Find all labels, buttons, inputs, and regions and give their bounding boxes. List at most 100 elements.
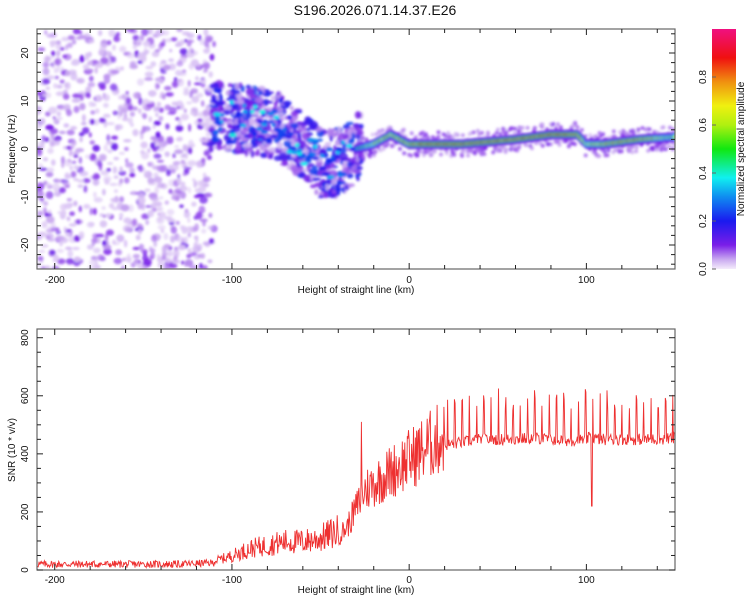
spectrogram-cell — [67, 35, 75, 41]
spectrogram-cell — [140, 249, 148, 253]
spectrogram-cell — [37, 182, 45, 190]
spectrogram-cell — [180, 260, 185, 265]
spectrogram-cell — [40, 118, 46, 125]
spectrogram-cell — [195, 238, 199, 243]
spectrogram-cell — [156, 101, 162, 107]
spectrogram-cell — [180, 186, 188, 192]
snr-x-label: Height of straight line (km) — [298, 585, 415, 596]
spectrogram-cell — [243, 142, 252, 149]
spectrogram-cell — [441, 132, 446, 137]
spectrogram-cell — [492, 145, 497, 150]
spectrogram-cell — [141, 29, 149, 36]
spectrogram-cell — [402, 151, 407, 156]
spectrogram-cell — [114, 124, 120, 131]
spectrogram-cell — [503, 147, 507, 152]
spectrogram-cell — [102, 240, 107, 247]
spectrogram-cell — [89, 118, 95, 125]
spectrogram-cell — [78, 205, 83, 213]
y-tick-label: 800 — [20, 329, 31, 346]
spectrogram-cell — [163, 243, 171, 249]
spectrogram-cell — [174, 79, 182, 82]
colorbar: 0.0 0.2 0.4 0.6 0.8 Normalized spectral ampl… — [698, 29, 747, 276]
spectrogram-cell — [659, 145, 664, 150]
spectrogram-cell — [132, 253, 140, 259]
spectrogram-cell — [154, 186, 159, 195]
spectrogram-cell — [260, 130, 268, 134]
spectrogram-cell — [199, 218, 208, 223]
spectrogram-cell — [592, 134, 597, 139]
spectrogram-cell — [655, 144, 660, 149]
snr-series-line — [37, 388, 675, 569]
spectrogram-cell — [51, 159, 56, 166]
spectrogram-cell — [43, 56, 51, 63]
spectrogram-cell — [364, 137, 369, 142]
spectrogram-cell — [135, 234, 141, 241]
spectrogram-cell — [180, 113, 189, 121]
spectrogram-cell — [193, 82, 202, 86]
spectrogram-cell — [558, 126, 563, 130]
spectrogram-cell — [154, 82, 160, 90]
spectrogram-cell — [278, 152, 288, 160]
x-tick-label: -200 — [45, 575, 65, 586]
spectrogram-cell — [234, 103, 240, 111]
spectrogram-cell — [498, 148, 503, 153]
spectrogram-cell — [206, 36, 212, 43]
spectrogram-cell — [194, 223, 200, 232]
spectrogram-cell — [283, 100, 292, 107]
spectrogram-cell — [357, 152, 362, 157]
spectrogram-cell — [213, 84, 216, 88]
spectrogram-cell — [161, 246, 165, 253]
spectrogram-cell — [65, 232, 70, 237]
spectrogram-cell — [264, 89, 270, 93]
spectrogram-cell — [119, 178, 124, 184]
spectrogram-cell — [193, 180, 197, 188]
spectrogram-cell — [172, 153, 177, 159]
spectrogram-cell — [321, 147, 326, 155]
spectrogram-cell — [263, 92, 272, 97]
spectrogram-cell — [186, 101, 193, 105]
spectrogram-cell — [250, 109, 255, 114]
spectrogram-cell — [199, 262, 203, 269]
spectrogram-cell — [573, 120, 578, 125]
spectrogram-cell — [84, 92, 91, 98]
spectrogram-cell — [180, 191, 186, 200]
spectrogram-cell — [174, 145, 180, 149]
spectrogram-cell — [126, 52, 136, 59]
spectrogram-cell — [184, 152, 188, 160]
spectrogram-cell — [345, 184, 349, 190]
spectrogram-cell — [285, 135, 293, 140]
spectrogram-cell — [634, 149, 639, 154]
spectrogram-cell — [218, 126, 223, 131]
spectrogram-cell — [491, 150, 496, 155]
spectrogram-cell — [667, 144, 672, 149]
spectrogram-cell — [151, 51, 160, 58]
spectrogram-cell — [170, 37, 178, 42]
spectrogram-cell — [132, 106, 138, 111]
spectrogram-cell — [37, 47, 46, 52]
spectrogram-cell — [158, 107, 164, 113]
spectrogram-cell — [534, 141, 539, 146]
spectrogram-cell — [82, 178, 91, 184]
spectrogram-cell — [603, 153, 608, 158]
spectrogram-cell — [62, 103, 71, 109]
spectrogram-cell — [186, 253, 192, 259]
spectrogram-cell — [52, 116, 56, 120]
spectrogram-cell — [227, 123, 233, 129]
spectrogram-cell — [102, 188, 106, 196]
spectrogram-cell — [75, 148, 85, 153]
spectrogram-cell — [148, 116, 153, 123]
spectrogram-cell — [579, 128, 584, 132]
spectrogram-cell — [302, 168, 308, 172]
spectrogram-cell — [168, 263, 178, 269]
y-tick-label: 400 — [20, 445, 31, 462]
spectrogram-cell — [132, 129, 139, 137]
spectrogram-cell — [53, 83, 58, 89]
spectrogram-cell — [357, 166, 363, 171]
spectrogram-cell — [113, 156, 120, 161]
spectrogram-cell — [342, 124, 351, 130]
spectrogram-cell — [89, 140, 96, 145]
spectrogram-cell — [76, 77, 85, 84]
spectrogram-cell — [89, 154, 97, 161]
spectrogram-cell — [70, 171, 77, 178]
